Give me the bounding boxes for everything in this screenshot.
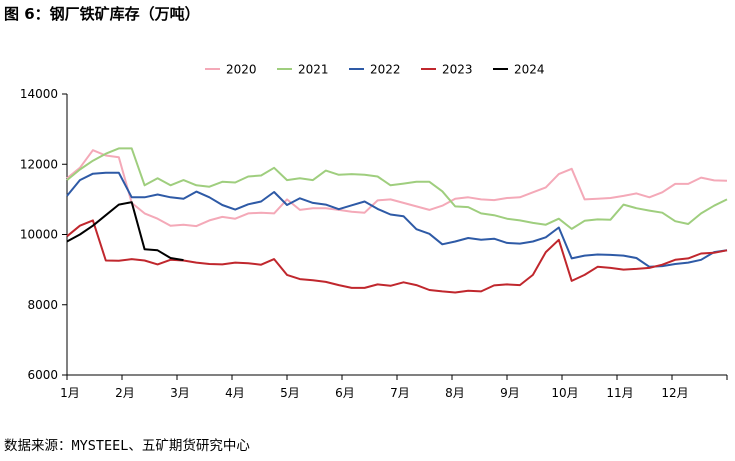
x-tick-label: 11月 [606, 386, 633, 400]
x-tick-label: 12月 [661, 386, 688, 400]
x-tick-label: 4月 [225, 386, 245, 400]
x-tick-label: 1月 [60, 386, 80, 400]
series-line-2021 [66, 147, 728, 230]
series-line-2022 [66, 171, 728, 268]
legend-label-2022: 2022 [370, 63, 401, 77]
x-tick-label: 2月 [115, 386, 135, 400]
x-tick-label: 5月 [280, 386, 300, 400]
x-axis: 1月 2月 3月 4月 5月 6月 7月 8月 9月 10月 11月 12月 [60, 374, 728, 400]
legend-label-2023: 2023 [442, 63, 473, 77]
y-tick-label: 8000 [27, 298, 58, 312]
x-tick-label: 8月 [445, 386, 465, 400]
x-tick-label: 10月 [551, 386, 578, 400]
y-tick-label: 10000 [20, 228, 58, 242]
x-tick-label: 7月 [390, 386, 410, 400]
y-tick-label: 14000 [20, 87, 58, 101]
y-tick-label: 12000 [20, 157, 58, 171]
y-tick-label: 6000 [27, 368, 58, 382]
legend-label-2020: 2020 [226, 63, 257, 77]
source-note: 数据来源：MYSTEEL、五矿期货研究中心 [4, 438, 250, 454]
x-tick-label: 6月 [335, 386, 355, 400]
series-line-2020 [66, 149, 728, 228]
series-line-2023 [66, 219, 728, 294]
x-tick-label: 3月 [170, 386, 190, 400]
y-axis: 6000 8000 10000 12000 14000 [20, 87, 68, 382]
legend-label-2024: 2024 [514, 63, 545, 77]
plot-lines [66, 147, 728, 294]
chart-title: 图 6：钢厂铁矿库存（万吨） [4, 5, 200, 23]
series-line-2024 [66, 201, 184, 262]
legend-label-2021: 2021 [298, 63, 329, 77]
x-tick-label: 9月 [500, 386, 520, 400]
legend: 2020 2021 2022 2023 2024 [205, 63, 545, 77]
